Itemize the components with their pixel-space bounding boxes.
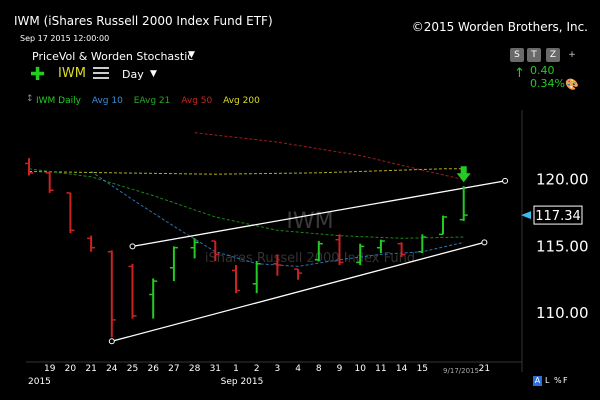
up-arrow-icon: ↑ [514,66,525,81]
watchlist-icon[interactable] [93,66,109,80]
watermark-name: iShares Russell 2000 Index Fund [205,251,415,266]
trendline-upper-handle [129,243,136,250]
x-tick-label: 19 [44,364,56,374]
legend-item-avg-50[interactable]: Avg 50 [181,96,213,106]
trendline-lower-handle [481,239,488,246]
trendline-lower-handle [108,338,115,345]
moving-average-avg-50 [194,132,464,180]
indicator-legend: IWM Daily Avg 10 EAvg 21 Avg 50 Avg 200 [36,96,268,106]
legend-item-avg-200[interactable]: Avg 200 [223,96,260,106]
legend-item-iwm-daily[interactable]: IWM Daily [36,96,81,106]
toolbar-button-zoom[interactable]: Z [546,48,560,62]
x-tick-label: 21 [479,364,490,374]
toolbar-button-s[interactable]: S [510,48,524,62]
current-date-label: 9/17/2015 [443,367,479,375]
x-tick-label: 26 [147,364,159,374]
trendline-upper-handle [502,177,509,184]
trendline-upper [132,180,506,248]
interval-selector[interactable]: Day [122,68,144,81]
symbol-label[interactable]: IWM [58,66,86,81]
signal-arrow-icon [456,166,471,183]
x-tick-label: 25 [127,364,138,374]
copyright-text: ©2015 Worden Brothers, Inc. [411,20,588,34]
moving-average-eavg-21 [28,168,464,239]
x-tick-label: 4 [295,364,301,374]
x-tick-label: 1 [233,364,239,374]
legend-item-eavg-21[interactable]: EAvg 21 [133,96,171,106]
x-tick-label: 8 [316,364,322,374]
x-tick-label: 21 [85,364,96,374]
y-tick-label: 115.00 [536,237,589,255]
x-tick-label: 27 [168,364,179,374]
x-month-label: 2015 [28,377,51,387]
palette-icon[interactable]: 🎨 [565,78,579,91]
chevron-down-icon[interactable]: ▼ [188,50,195,60]
auto-scale-button[interactable]: A [533,376,542,386]
watermark-symbol: IWM [286,209,333,234]
x-tick-label: 20 [65,364,77,374]
last-price-marker [521,211,531,220]
x-tick-label: 28 [189,364,201,374]
price-change-percent: 0.34% [530,77,565,90]
chevron-down-icon[interactable]: ▼ [150,69,157,79]
trendline-lower [111,241,485,342]
last-price-label: 117.34 [535,209,581,224]
x-tick-label: 2 [254,364,260,374]
x-tick-label: 11 [375,364,386,374]
x-tick-label: 24 [106,364,118,374]
x-month-label: Sep 2015 [221,377,264,387]
percent-scale-button[interactable]: % [554,376,562,385]
x-tick-label: 15 [417,364,428,374]
x-tick-label: 10 [354,364,366,374]
price-change: 0.40 [530,64,555,77]
y-tick-label: 110.00 [536,304,589,322]
x-tick-label: 14 [396,364,408,374]
add-symbol-icon[interactable]: ✚ [30,64,46,85]
window-title: IWM (iShares Russell 2000 Index Fund ETF… [14,14,273,28]
log-scale-button[interactable]: L [545,376,550,385]
x-tick-label: 9 [337,364,343,374]
toolbar-button-t[interactable]: T [527,48,541,62]
legend-item-avg-10[interactable]: Avg 10 [91,96,123,106]
last-price-box [533,205,583,225]
plot-area [26,110,522,360]
move-icon[interactable]: + [568,50,576,60]
fit-button[interactable]: F [563,376,568,385]
drag-handle-icon[interactable]: ↕ [26,94,34,104]
moving-average-avg-200 [28,168,464,175]
pane-selector[interactable]: PriceVol & Worden Stochastic [32,50,194,63]
y-tick-label: 120.00 [536,171,589,189]
x-tick-label: 3 [275,364,281,374]
x-tick-label: 31 [210,364,221,374]
timestamp: Sep 17 2015 12:00:00 [20,34,110,43]
